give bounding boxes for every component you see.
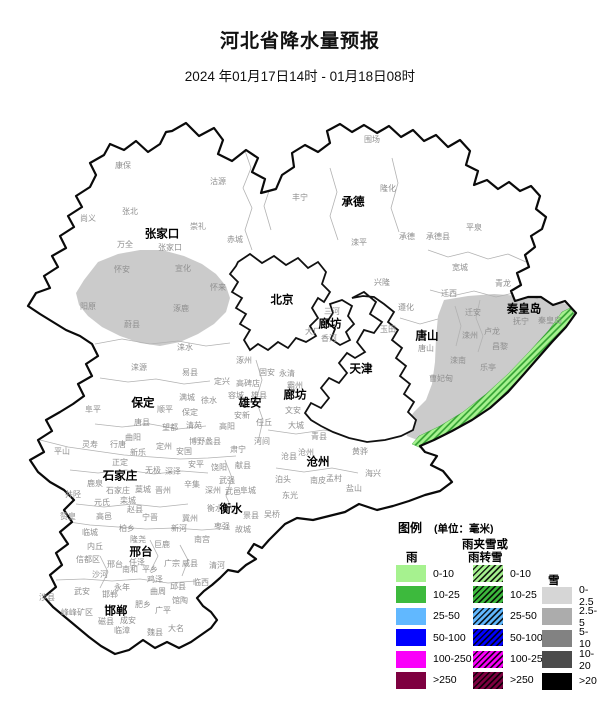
header: 河北省降水量预报 2024 年01月17日14时 - 01月18日08时 <box>0 0 600 85</box>
legend-snow-range: 10-20 <box>579 647 595 672</box>
legend-sleet-row: 10-25 <box>473 586 549 604</box>
legend-sleet-range: 25-50 <box>510 610 537 623</box>
legend-rain-swatch <box>396 629 426 647</box>
legend-rain-row: 100-250 <box>396 650 472 668</box>
legend-sleet-row: 25-50 <box>473 607 549 625</box>
legend-snow-swatch <box>542 672 572 690</box>
legend-snow-swatch <box>542 629 572 647</box>
legend-rain-range: 100-250 <box>433 653 472 666</box>
legend-column-rain: 0-10 10-25 25-50 50-100 100-250 >250 <box>396 565 472 693</box>
legend-sleet-range: 10-25 <box>510 588 537 601</box>
legend-sleet-row: 50-100 <box>473 629 549 647</box>
legend-sleet-row: 100-250 <box>473 650 549 668</box>
legend-snow-range: 2.5-5 <box>579 604 598 629</box>
legend-unit: (单位：毫米) <box>434 523 494 535</box>
legend-rain-swatch <box>396 586 426 604</box>
legend-sleet-swatch <box>473 671 503 689</box>
legend: 图例 (单位：毫米) 雨 雨夹雪或 雨转雪 雪 0-10 10-25 25-50 50… <box>390 516 598 702</box>
legend-snow-range: >20 <box>579 675 597 688</box>
legend-rain-swatch <box>396 650 426 668</box>
legend-rain-swatch <box>396 607 426 625</box>
legend-snow-range: 5-10 <box>579 626 591 651</box>
legend-title: 图例 <box>398 521 423 535</box>
legend-header-rain: 雨 <box>406 552 418 564</box>
legend-sleet-range: >250 <box>510 674 534 687</box>
legend-rain-range: >250 <box>433 674 457 687</box>
legend-snow-swatch <box>542 608 572 626</box>
legend-rain-swatch <box>396 565 426 582</box>
beijing-region <box>228 252 332 352</box>
legend-rain-row: 0-10 <box>396 565 472 582</box>
legend-rain-row: 10-25 <box>396 586 472 604</box>
legend-snow-swatch <box>542 587 572 604</box>
legend-snow-swatch <box>542 651 572 669</box>
legend-rain-range: 0-10 <box>433 567 455 580</box>
legend-rain-row: >250 <box>396 671 472 689</box>
legend-rain-range: 50-100 <box>433 631 466 644</box>
legend-snow-row: 0-2.5 <box>542 584 598 608</box>
langfang-exclave <box>325 299 356 347</box>
legend-sleet-swatch <box>473 650 503 668</box>
legend-sleet-row: 0-10 <box>473 565 549 582</box>
legend-sleet-row: >250 <box>473 671 549 689</box>
snow-area-west <box>76 250 230 346</box>
legend-column-snow: 0-2.5 2.5-5 5-10 10-20 >20 <box>542 584 598 694</box>
legend-rain-range: 10-25 <box>433 588 460 601</box>
snow-area-coastal <box>404 294 574 441</box>
legend-sleet-swatch <box>473 586 503 604</box>
legend-header-sleet-line1: 雨夹雪或 <box>462 539 508 551</box>
legend-header-snow: 雪 <box>548 575 560 587</box>
legend-sleet-swatch <box>473 629 503 647</box>
legend-column-sleet: 0-10 10-25 25-50 50-100 100-250 >250 <box>473 565 549 693</box>
tianjin-region <box>303 290 418 443</box>
forecast-period: 2024 年01月17日14时 - 01月18日08时 <box>184 69 416 84</box>
legend-snow-range: 0-2.5 <box>579 583 594 608</box>
province-outline <box>26 121 578 656</box>
legend-sleet-range: 50-100 <box>510 631 543 644</box>
legend-sleet-swatch <box>473 565 503 582</box>
legend-snow-row: 2.5-5 <box>542 605 598 629</box>
legend-snow-row: 10-20 <box>542 648 598 672</box>
legend-rain-swatch <box>396 671 426 689</box>
legend-rain-row: 50-100 <box>396 629 472 647</box>
legend-rain-row: 25-50 <box>396 607 472 625</box>
page-title: 河北省降水量预报 <box>219 31 380 52</box>
legend-sleet-swatch <box>473 607 503 625</box>
legend-sleet-range: 100-250 <box>510 653 549 666</box>
legend-sleet-range: 0-10 <box>510 567 532 580</box>
legend-rain-range: 25-50 <box>433 610 460 623</box>
county-boundaries <box>39 147 539 589</box>
legend-snow-row: 5-10 <box>542 626 598 650</box>
legend-snow-row: >20 <box>542 672 598 690</box>
legend-header-sleet-line2: 雨转雪 <box>468 552 503 564</box>
